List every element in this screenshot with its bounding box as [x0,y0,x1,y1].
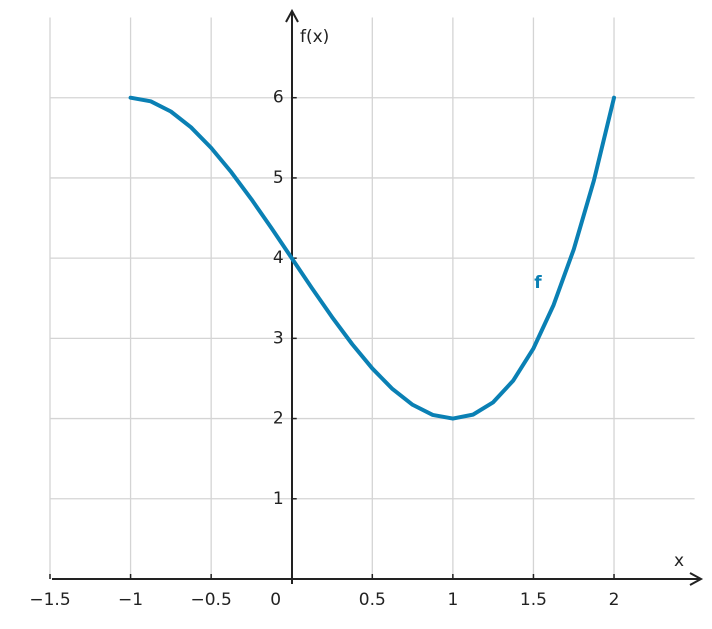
x-arrow [689,572,704,586]
curve [128,95,617,421]
x-tick-label: 0 [270,590,281,610]
y-tick-label: 6 [273,88,284,108]
x-tick-label: 1 [447,590,458,610]
x-tick-label: −1.5 [29,590,70,610]
grid [49,17,695,579]
y-axis-label: f(x) [300,27,329,47]
x-tick-label: 1.5 [520,590,547,610]
y-arrow [285,8,299,23]
y-tick-label: 4 [273,248,284,268]
x-tick-label: −1 [118,590,143,610]
x-tick-label: 0.5 [359,590,386,610]
x-tick-label: 2 [609,590,620,610]
x-tick-label: −0.5 [191,590,232,610]
x-axis-label: x [674,551,684,571]
y-tick-label: 2 [273,409,284,429]
curve-label: f [534,273,542,293]
y-tick-label: 1 [273,489,284,509]
y-tick-label: 3 [273,328,284,348]
y-tick-label: 5 [273,168,284,188]
